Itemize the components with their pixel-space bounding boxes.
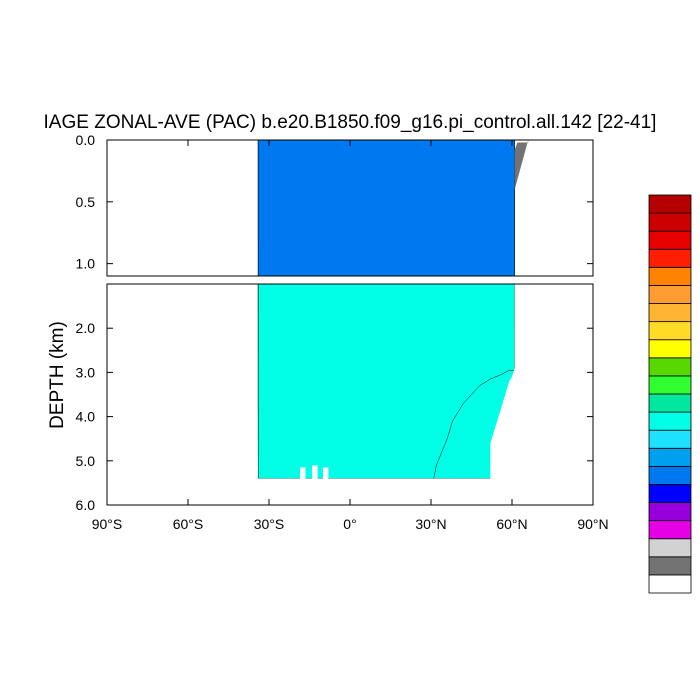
x-axis: 90°S 60°S 30°S 0° 30°N 60°N 90°N	[92, 140, 609, 532]
colorbar-swatch	[648, 266, 692, 286]
seafloor-notch	[312, 465, 318, 479]
colorbar-swatch	[648, 339, 692, 359]
colorbar-swatch	[648, 411, 692, 431]
colorbar-swatch	[648, 429, 692, 449]
lower-panel: 2.0 3.0 4.0 5.0 6.0	[76, 283, 594, 513]
upper-y-tick-label: 1.0	[76, 256, 96, 272]
y-axis-label: DEPTH (km)	[47, 321, 68, 429]
colorbar-swatch	[648, 465, 692, 485]
lower-y-tick-label: 5.0	[76, 453, 96, 469]
colorbar-swatch	[648, 484, 692, 503]
colorbar-swatch	[648, 230, 692, 250]
chart-title: IAGE ZONAL-AVE (PAC) b.e20.B1850.f09_g16…	[44, 112, 657, 133]
colorbar-swatch	[648, 502, 692, 522]
colorbar	[648, 194, 692, 594]
lower-y-tick-label: 6.0	[76, 497, 96, 513]
x-tick-label: 90°S	[92, 516, 123, 532]
upper-y-tick-label: 0.5	[76, 194, 96, 210]
lower-contours	[257, 284, 593, 505]
x-tick-label: 30°N	[415, 516, 446, 532]
colorbar-swatch	[648, 520, 692, 540]
colorbar-swatch	[648, 212, 692, 232]
x-tick-label: 0°	[343, 516, 356, 532]
upper-panel: 0.0 0.5 1.0	[76, 132, 594, 277]
colorbar-swatch	[648, 303, 692, 323]
seafloor-notch	[300, 467, 306, 479]
colorbar-swatch	[648, 194, 692, 214]
colorbar-swatch	[648, 556, 692, 576]
colorbar-swatch	[648, 285, 692, 304]
colorbar-swatch	[648, 447, 692, 467]
lower-y-tick-label: 2.0	[76, 320, 96, 336]
colorbar-swatch	[648, 393, 692, 413]
seafloor-mask	[258, 284, 593, 505]
colorbar-swatch	[648, 538, 692, 558]
x-tick-label: 60°S	[173, 516, 204, 532]
upper-band-midblue	[257, 140, 515, 276]
colorbar-swatch	[648, 248, 692, 268]
x-tick-label: 60°N	[496, 516, 527, 532]
colorbar-swatch	[648, 321, 692, 341]
upper-east-edge	[514, 140, 529, 190]
lower-y-tick-label: 4.0	[76, 409, 96, 425]
colorbar-swatch	[648, 375, 692, 395]
seafloor-notch	[323, 467, 329, 479]
lower-y-tick-label: 3.0	[76, 364, 96, 380]
colorbar-swatch	[648, 357, 692, 377]
colorbar-swatch	[648, 574, 692, 594]
upper-contours	[257, 140, 529, 276]
x-tick-label: 30°S	[254, 516, 285, 532]
upper-y-tick-label: 0.0	[76, 132, 96, 148]
x-tick-label: 90°N	[577, 516, 608, 532]
